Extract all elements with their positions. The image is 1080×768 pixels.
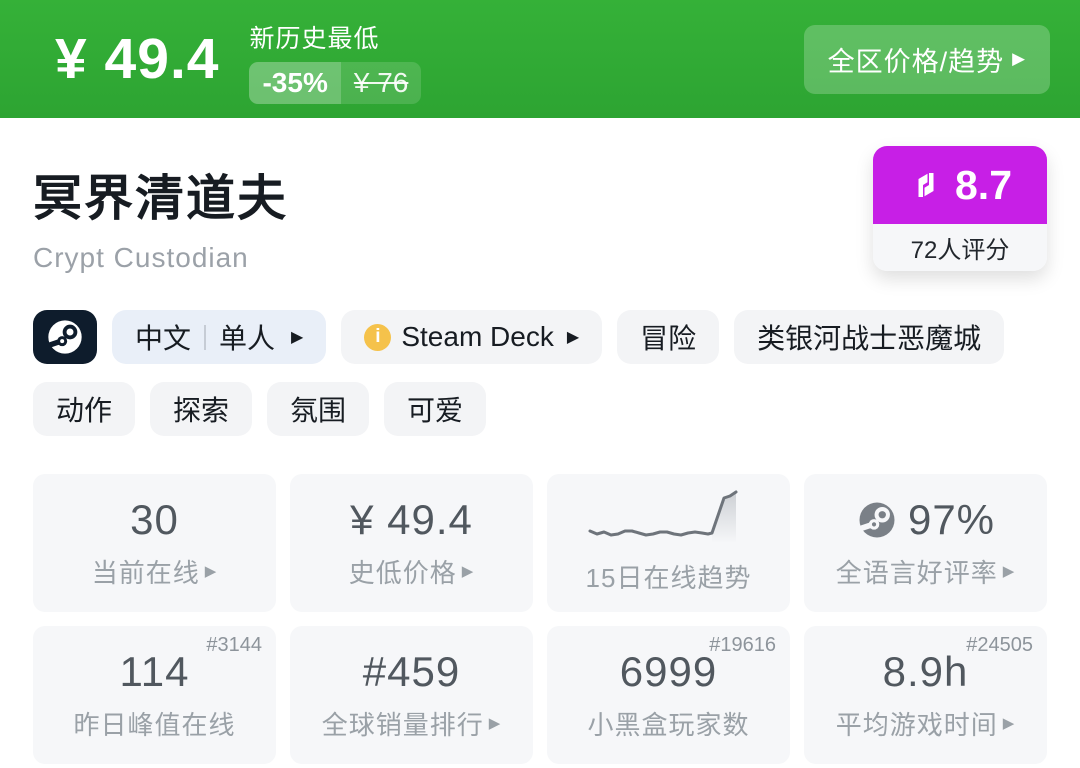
stat-label-text: 史低价格: [348, 558, 457, 588]
title-block: 冥界清道夫 Crypt Custodian: [33, 146, 288, 274]
steam-logo-icon: [859, 502, 895, 538]
title-section: 冥界清道夫 Crypt Custodian 8.7 72人评分: [33, 146, 1047, 274]
steam-deck-tag[interactable]: i Steam Deck ▶: [341, 310, 603, 364]
stat-card-average-playtime[interactable]: #24505 8.9h 平均游戏时间 ▶: [804, 626, 1047, 764]
game-title: 冥界清道夫: [33, 172, 289, 226]
stat-rank: #19616: [709, 634, 776, 656]
stat-label: 平均游戏时间 ▶: [836, 705, 1016, 742]
stat-label: 15日在线趋势: [586, 558, 752, 595]
stat-label: 全语言好评率 ▶: [836, 553, 1016, 590]
stat-card-yesterday-peak[interactable]: #3144 114 昨日峰值在线: [33, 626, 276, 764]
steam-platform-tag[interactable]: [33, 310, 97, 364]
stat-card-heybox-players[interactable]: #19616 6999 小黑盒玩家数: [547, 626, 790, 764]
stat-card-online-trend[interactable]: 15日在线趋势: [547, 474, 790, 612]
price-header: ¥ 49.4 新历史最低 -35% ¥ 76 全区价格/趋势 ▶: [0, 0, 1080, 118]
rating-score-panel: 8.7: [873, 146, 1047, 224]
stat-label-text: 15日在线趋势: [585, 563, 752, 593]
trend-button-label: 全区价格/趋势: [827, 46, 1005, 77]
stat-value-row: 97%: [856, 496, 995, 544]
stat-label: 小黑盒玩家数: [587, 705, 749, 742]
price-info-block: 新历史最低 -35% ¥ 76: [249, 15, 422, 104]
stat-rank: #24505: [966, 634, 1033, 656]
stat-value: 30: [130, 496, 179, 543]
chevron-right-icon: ▶: [291, 329, 304, 346]
stat-label-text: 当前在线: [91, 558, 200, 588]
main-content: 冥界清道夫 Crypt Custodian 8.7 72人评分: [0, 146, 1080, 764]
steam-logo-icon: [48, 320, 82, 354]
new-low-label: 新历史最低: [249, 24, 380, 53]
chevron-right-icon: ▶: [488, 715, 502, 732]
stat-value: ¥ 49.4: [350, 496, 473, 543]
stat-value: #459: [362, 648, 461, 695]
original-price: ¥ 76: [340, 61, 422, 104]
stat-value: 8.9h: [882, 648, 969, 695]
tag-action[interactable]: 动作: [33, 382, 136, 436]
steam-deck-label: Steam Deck: [401, 321, 554, 352]
divider: [204, 324, 207, 350]
stat-label-text: 全球销量排行: [321, 710, 484, 740]
stat-value: 6999: [619, 648, 718, 695]
info-icon: i: [364, 323, 392, 351]
singleplayer-label: 单人: [219, 323, 276, 354]
stats-grid: 30 当前在线 ▶ ¥ 49.4 史低价格 ▶: [33, 474, 1047, 764]
sparkline-fill: [711, 492, 736, 543]
sparkline-line: [588, 490, 737, 537]
stat-label-text: 平均游戏时间: [835, 710, 998, 740]
language-singleplayer-tag[interactable]: 中文 单人 ▶: [112, 310, 327, 364]
stat-value: 114: [119, 648, 190, 695]
chevron-right-icon: ▶: [1002, 563, 1016, 580]
current-price: ¥ 49.4: [55, 27, 220, 91]
chevron-right-icon: ▶: [1012, 48, 1026, 68]
online-trend-sparkline: [588, 490, 737, 543]
tag-list: 中文 单人 ▶ i Steam Deck ▶ 冒险 类银河战士恶魔城 动作 探索…: [33, 310, 1047, 436]
stat-label: 当前在线 ▶: [92, 553, 218, 590]
tag-cute[interactable]: 可爱: [384, 382, 487, 436]
tag-adventure[interactable]: 冒险: [617, 310, 720, 364]
stat-value: 97%: [907, 496, 996, 543]
discount-percent: -35%: [249, 61, 341, 104]
chevron-right-icon: ▶: [1002, 715, 1016, 732]
stat-card-positive-rating[interactable]: 97% 全语言好评率 ▶: [804, 474, 1047, 612]
stat-label-text: 全语言好评率: [835, 558, 998, 588]
rating-count: 72人评分: [873, 224, 1047, 271]
stat-card-current-online[interactable]: 30 当前在线 ▶: [33, 474, 276, 612]
chevron-right-icon: ▶: [461, 563, 475, 580]
heybox-rating-badge[interactable]: 8.7 72人评分: [873, 146, 1047, 271]
tag-metroidvania[interactable]: 类银河战士恶魔城: [734, 310, 1005, 364]
chevron-right-icon: ▶: [566, 329, 580, 346]
game-subtitle: Crypt Custodian: [33, 242, 249, 273]
all-region-price-trend-button[interactable]: 全区价格/趋势 ▶: [803, 24, 1050, 94]
discount-pill: -35% ¥ 76: [249, 61, 422, 104]
heybox-logo-icon: [918, 173, 934, 197]
stat-card-global-sales-rank[interactable]: #459 全球销量排行 ▶: [290, 626, 533, 764]
stat-rank: #3144: [206, 634, 262, 656]
chevron-right-icon: ▶: [204, 563, 218, 580]
stat-label-text: 小黑盒玩家数: [587, 710, 750, 740]
tag-atmosphere[interactable]: 氛围: [267, 382, 370, 436]
stat-label-text: 昨日峰值在线: [73, 710, 236, 740]
stat-label: 全球销量排行 ▶: [322, 705, 502, 742]
tag-row-2: 动作 探索 氛围 可爱: [33, 382, 1047, 436]
stat-card-lowest-price[interactable]: ¥ 49.4 史低价格 ▶: [290, 474, 533, 612]
stat-label: 史低价格 ▶: [349, 553, 475, 590]
rating-score: 8.7: [955, 161, 1012, 208]
tag-exploration[interactable]: 探索: [150, 382, 253, 436]
stat-label: 昨日峰值在线: [73, 705, 235, 742]
tag-row-1: 中文 单人 ▶ i Steam Deck ▶ 冒险 类银河战士恶魔城: [33, 310, 1047, 364]
language-label: 中文: [135, 323, 192, 354]
